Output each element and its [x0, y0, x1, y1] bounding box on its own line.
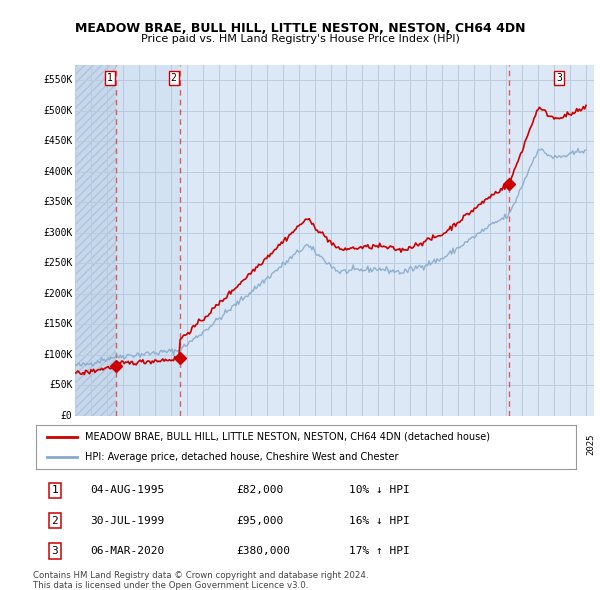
- Text: 2006: 2006: [283, 433, 292, 454]
- Text: 2014: 2014: [410, 433, 419, 454]
- Text: 2025: 2025: [586, 433, 595, 454]
- Text: Contains HM Land Registry data © Crown copyright and database right 2024.
This d: Contains HM Land Registry data © Crown c…: [33, 571, 368, 590]
- Text: 2015: 2015: [427, 433, 436, 454]
- Text: 1994: 1994: [91, 433, 100, 454]
- Text: £350K: £350K: [43, 197, 73, 207]
- Text: 2023: 2023: [554, 433, 563, 454]
- Text: £380,000: £380,000: [236, 546, 290, 556]
- Text: 2011: 2011: [362, 433, 371, 454]
- Text: 2018: 2018: [474, 433, 483, 454]
- Text: 2016: 2016: [442, 433, 451, 454]
- Text: 2010: 2010: [346, 433, 355, 454]
- Text: 2017: 2017: [458, 433, 467, 454]
- Text: 1993: 1993: [75, 433, 84, 454]
- Text: 16% ↓ HPI: 16% ↓ HPI: [349, 516, 410, 526]
- Text: £500K: £500K: [43, 106, 73, 116]
- Text: 3: 3: [52, 546, 58, 556]
- Text: 2: 2: [52, 516, 58, 526]
- Text: Price paid vs. HM Land Registry's House Price Index (HPI): Price paid vs. HM Land Registry's House …: [140, 34, 460, 44]
- Text: MEADOW BRAE, BULL HILL, LITTLE NESTON, NESTON, CH64 4DN (detached house): MEADOW BRAE, BULL HILL, LITTLE NESTON, N…: [85, 432, 490, 442]
- Text: 1995: 1995: [107, 433, 116, 454]
- Bar: [116, 65, 180, 416]
- Bar: [75, 65, 116, 416]
- Text: HPI: Average price, detached house, Cheshire West and Chester: HPI: Average price, detached house, Ches…: [85, 452, 398, 462]
- Text: £450K: £450K: [43, 136, 73, 146]
- Text: 2007: 2007: [299, 433, 308, 454]
- Text: 2005: 2005: [266, 433, 275, 454]
- Text: 1: 1: [52, 486, 58, 496]
- Text: 10% ↓ HPI: 10% ↓ HPI: [349, 486, 410, 496]
- Text: £82,000: £82,000: [236, 486, 283, 496]
- Text: £400K: £400K: [43, 167, 73, 177]
- Text: 17% ↑ HPI: 17% ↑ HPI: [349, 546, 410, 556]
- Text: 2024: 2024: [570, 433, 579, 454]
- Text: £550K: £550K: [43, 75, 73, 85]
- Text: 2019: 2019: [490, 433, 499, 454]
- Text: 2: 2: [171, 73, 176, 83]
- Text: 2012: 2012: [379, 433, 388, 454]
- Text: 2008: 2008: [314, 433, 323, 454]
- Text: 2000: 2000: [187, 433, 196, 454]
- Text: 1998: 1998: [155, 433, 164, 454]
- Text: £95,000: £95,000: [236, 516, 283, 526]
- Text: 1997: 1997: [139, 433, 148, 454]
- Text: £300K: £300K: [43, 228, 73, 238]
- Text: 3: 3: [556, 73, 562, 83]
- Text: 2002: 2002: [219, 433, 228, 454]
- Text: £0: £0: [61, 411, 73, 421]
- Text: £250K: £250K: [43, 258, 73, 268]
- Text: 2022: 2022: [538, 433, 547, 454]
- Text: 2003: 2003: [235, 433, 244, 454]
- Text: 2009: 2009: [331, 433, 340, 454]
- Text: MEADOW BRAE, BULL HILL, LITTLE NESTON, NESTON, CH64 4DN: MEADOW BRAE, BULL HILL, LITTLE NESTON, N…: [75, 22, 525, 35]
- Text: £150K: £150K: [43, 319, 73, 329]
- Text: 30-JUL-1999: 30-JUL-1999: [90, 516, 164, 526]
- Text: 2004: 2004: [251, 433, 260, 454]
- Text: 2013: 2013: [394, 433, 403, 454]
- Text: 2001: 2001: [203, 433, 212, 454]
- Text: 2020: 2020: [506, 433, 515, 454]
- Text: £200K: £200K: [43, 289, 73, 299]
- Text: 06-MAR-2020: 06-MAR-2020: [90, 546, 164, 556]
- Text: 04-AUG-1995: 04-AUG-1995: [90, 486, 164, 496]
- Text: 1999: 1999: [171, 433, 180, 454]
- Text: 2021: 2021: [522, 433, 531, 454]
- Text: 1996: 1996: [123, 433, 132, 454]
- Text: 1: 1: [107, 73, 113, 83]
- Text: £100K: £100K: [43, 350, 73, 360]
- Text: £50K: £50K: [49, 381, 73, 391]
